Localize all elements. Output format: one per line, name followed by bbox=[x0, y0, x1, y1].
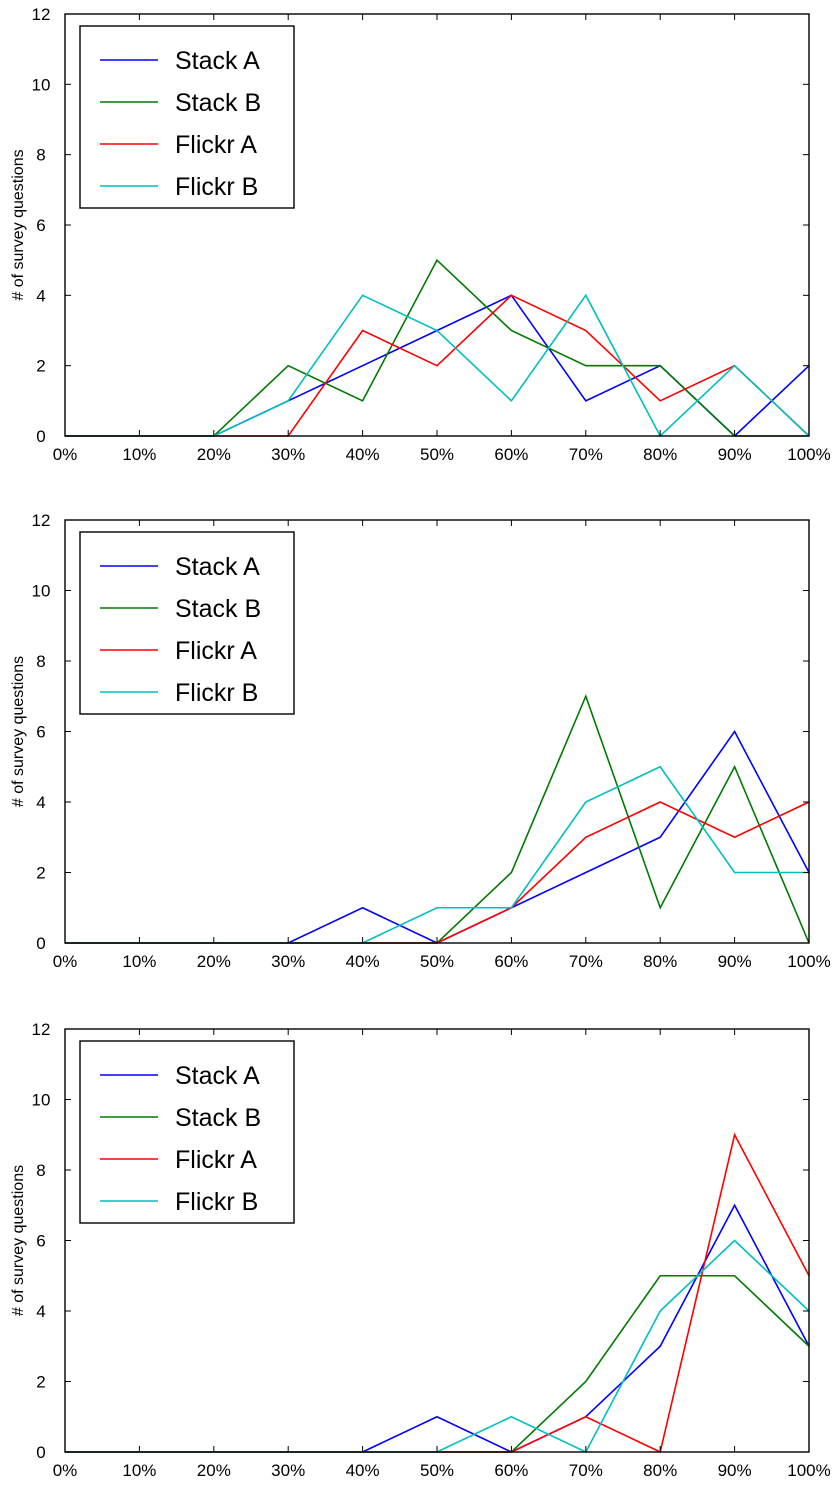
x-tick-label: 40% bbox=[346, 445, 380, 464]
series-line-stack-b bbox=[65, 258, 809, 437]
y-tick-label: 6 bbox=[36, 216, 45, 235]
x-tick-label: 100% bbox=[787, 445, 830, 464]
y-tick-label: 0 bbox=[36, 427, 45, 446]
y-axis-label: # of survey questions bbox=[10, 656, 27, 807]
y-tick-label: 2 bbox=[36, 864, 45, 883]
legend-label: Flickr B bbox=[175, 1188, 258, 1216]
y-tick-label: 10 bbox=[32, 1091, 51, 1110]
legend-label: Stack A bbox=[175, 47, 260, 75]
y-tick-label: 12 bbox=[32, 511, 51, 530]
x-tick-label: 50% bbox=[420, 445, 454, 464]
chart-1: 0% 10% 20% 30% 40% 50% 60% 70% 80% 90% 100% 0 2 4 6 8 10… bbox=[10, 5, 831, 464]
y-axis-label: # of survey questions bbox=[10, 149, 27, 300]
y-tick-label: 0 bbox=[36, 934, 45, 953]
y-tick-label: 4 bbox=[36, 793, 45, 812]
x-tick-label: 70% bbox=[569, 1461, 603, 1480]
legend: Stack A Stack B Flickr A Flickr B bbox=[79, 531, 295, 715]
y-tick-label: 8 bbox=[36, 1161, 45, 1180]
y-tick-label: 6 bbox=[36, 723, 45, 742]
x-tick-label: 50% bbox=[420, 952, 454, 971]
x-tick-label: 60% bbox=[494, 952, 528, 971]
legend-label: Flickr B bbox=[175, 173, 258, 201]
x-tick-label: 70% bbox=[569, 952, 603, 971]
x-tick-label: 10% bbox=[122, 952, 156, 971]
x-tick-label: 30% bbox=[271, 445, 305, 464]
x-tick-label: 90% bbox=[718, 952, 752, 971]
x-tick-label: 60% bbox=[494, 1461, 528, 1480]
series-line-stack-a bbox=[65, 1203, 810, 1453]
x-tick-label: 30% bbox=[271, 1461, 305, 1480]
legend-label: Stack A bbox=[175, 1062, 260, 1090]
y-tick-label: 2 bbox=[36, 1373, 45, 1392]
x-tick-label: 40% bbox=[346, 1461, 380, 1480]
y-tick-label: 6 bbox=[36, 1232, 45, 1251]
legend-label: Stack B bbox=[175, 1104, 261, 1132]
x-tick-label: 90% bbox=[718, 1461, 752, 1480]
x-tick-label: 20% bbox=[197, 952, 231, 971]
x-tick-label: 50% bbox=[420, 1461, 454, 1480]
series-line-flickr-a bbox=[65, 294, 810, 437]
x-tick-label: 70% bbox=[569, 445, 603, 464]
legend-label: Stack B bbox=[175, 595, 261, 623]
x-tick-label: 80% bbox=[643, 952, 677, 971]
legend-label: Flickr B bbox=[175, 679, 258, 707]
y-tick-label: 12 bbox=[32, 5, 51, 24]
y-axis-label: # of survey questions bbox=[10, 1165, 27, 1316]
y-tick-label: 4 bbox=[36, 286, 45, 305]
y-tick-label: 12 bbox=[32, 1020, 51, 1039]
legend-label: Stack B bbox=[175, 89, 261, 117]
x-tick-label: 0% bbox=[53, 445, 78, 464]
x-tick-label: 40% bbox=[346, 952, 380, 971]
series-line-flickr-a bbox=[65, 801, 810, 944]
series-line-stack-b bbox=[65, 1274, 810, 1453]
chart-2: 0% 10% 20% 30% 40% 50% 60% 70% 80% 90% 100% 0 2 4 6 8 10… bbox=[10, 511, 831, 971]
y-tick-label: 4 bbox=[36, 1302, 45, 1321]
x-tick-label: 10% bbox=[122, 1461, 156, 1480]
x-tick-label: 20% bbox=[197, 445, 231, 464]
y-tick-label: 0 bbox=[36, 1443, 45, 1462]
legend: Stack A Stack B Flickr A Flickr B bbox=[79, 25, 295, 209]
x-tick-label: 30% bbox=[271, 952, 305, 971]
x-tick-label: 100% bbox=[787, 1461, 830, 1480]
legend-label: Flickr A bbox=[175, 1146, 257, 1174]
chart-3: 0% 10% 20% 30% 40% 50% 60% 70% 80% 90% 100% 0 2 4 6 8 10… bbox=[10, 1020, 831, 1480]
legend-box bbox=[79, 1040, 295, 1224]
x-tick-label: 80% bbox=[643, 1461, 677, 1480]
y-tick-label: 8 bbox=[36, 146, 45, 165]
x-tick-label: 20% bbox=[197, 1461, 231, 1480]
x-tick-label: 90% bbox=[718, 445, 752, 464]
legend-label: Flickr A bbox=[175, 131, 257, 159]
legend-label: Flickr A bbox=[175, 637, 257, 665]
x-tick-label: 80% bbox=[643, 445, 677, 464]
x-tick-label: 100% bbox=[787, 952, 830, 971]
legend: Stack A Stack B Flickr A Flickr B bbox=[79, 1040, 295, 1224]
x-tick-label: 0% bbox=[53, 952, 78, 971]
y-tick-label: 8 bbox=[36, 652, 45, 671]
x-tick-label: 10% bbox=[122, 445, 156, 464]
legend-label: Stack A bbox=[175, 553, 260, 581]
x-tick-label: 60% bbox=[494, 445, 528, 464]
legend-box bbox=[79, 531, 295, 715]
y-tick-label: 10 bbox=[32, 75, 51, 94]
x-tick-label: 0% bbox=[53, 1461, 78, 1480]
y-tick-label: 10 bbox=[32, 582, 51, 601]
series-line-flickr-b bbox=[65, 1239, 810, 1454]
legend-box bbox=[79, 25, 295, 209]
y-tick-label: 2 bbox=[36, 357, 45, 376]
series-line-flickr-b bbox=[65, 765, 809, 944]
